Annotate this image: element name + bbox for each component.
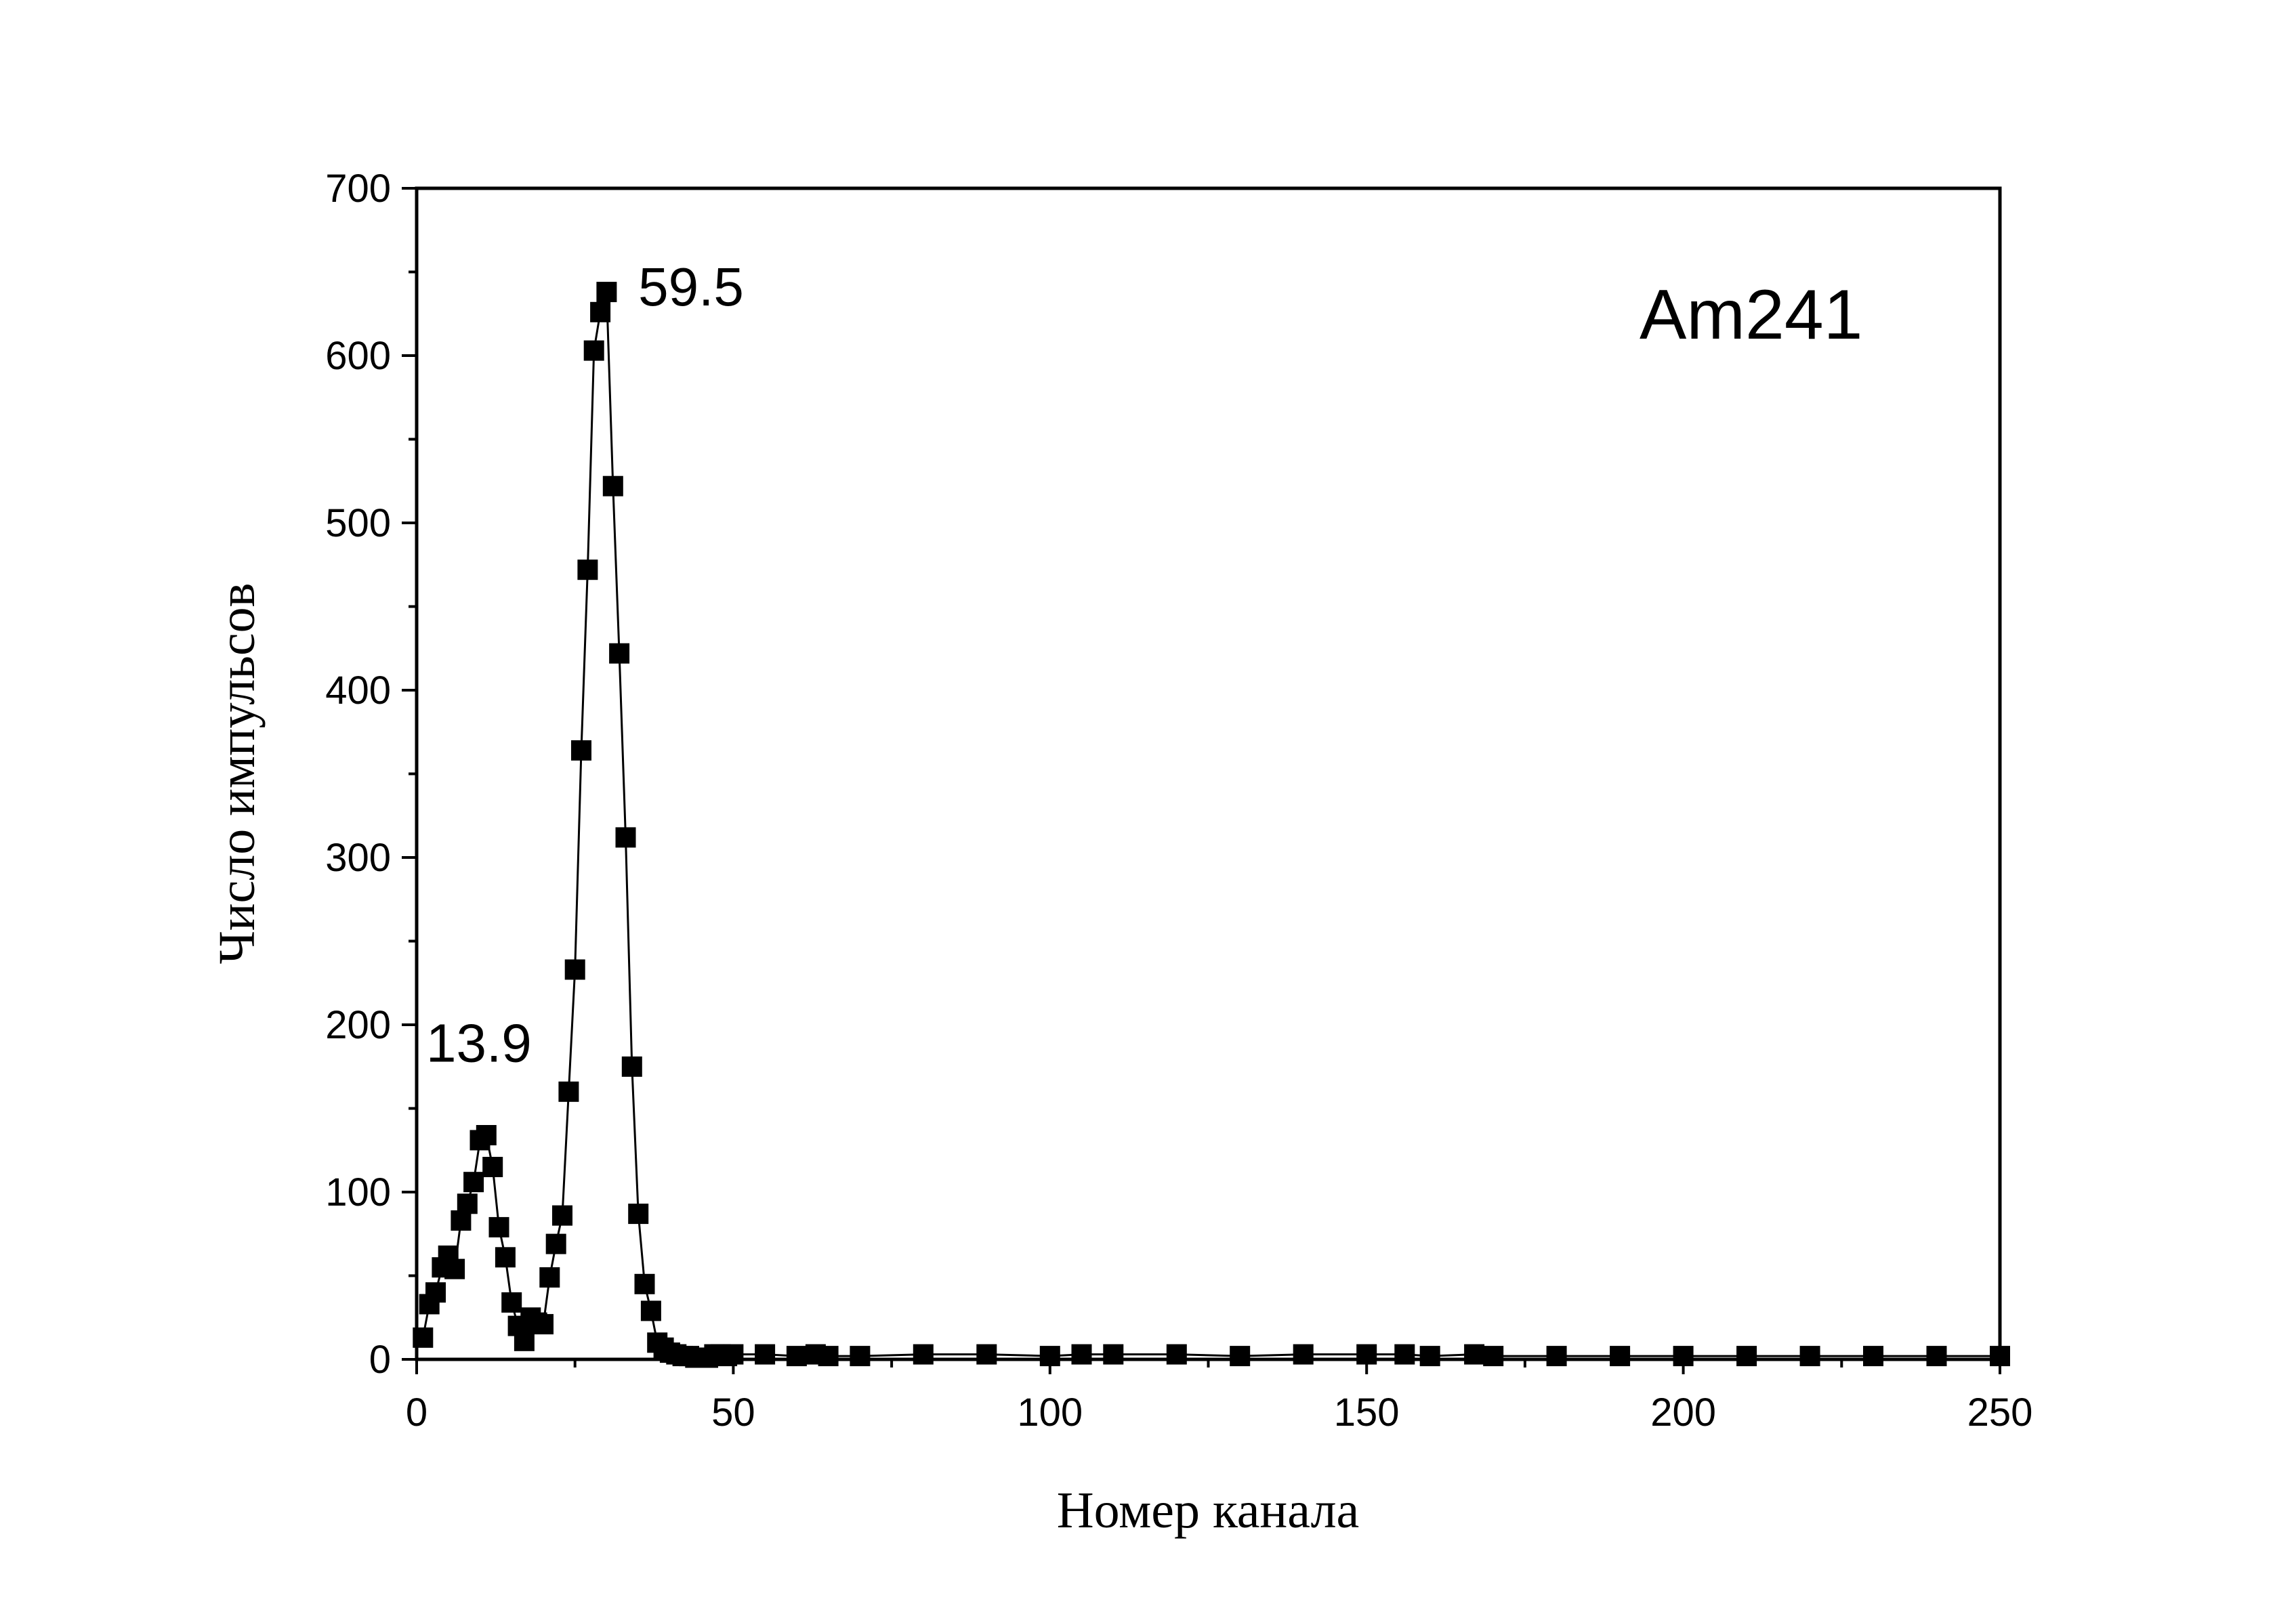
x-axis-title: Номер канала [1057, 1482, 1360, 1539]
y-tick-label: 200 [325, 1003, 391, 1047]
data-point [634, 1273, 655, 1294]
data-point [976, 1344, 997, 1365]
data-point [590, 301, 611, 322]
data-point [1799, 1346, 1820, 1367]
data-point [640, 1300, 661, 1321]
data-point [583, 340, 604, 361]
data-point [621, 1056, 642, 1077]
data-point [533, 1314, 554, 1335]
data-point [1464, 1344, 1485, 1365]
data-point [1610, 1346, 1631, 1367]
y-tick-label: 100 [325, 1170, 391, 1214]
x-tick-label: 100 [1017, 1391, 1083, 1435]
x-tick-label: 50 [711, 1391, 755, 1435]
data-point [628, 1204, 649, 1225]
data-point [755, 1344, 776, 1365]
data-point [1394, 1344, 1415, 1365]
data-point [1863, 1346, 1883, 1367]
y-tick-label: 700 [325, 167, 391, 211]
data-point [1483, 1346, 1504, 1367]
y-tick-label: 0 [369, 1338, 391, 1382]
inset-label: Am241 [1640, 276, 1863, 354]
ticks [402, 187, 2001, 1374]
data-point [1546, 1346, 1567, 1367]
tick-labels: 0 50 100 150 200 250 0 100 200 300 400 500 600 700 [325, 167, 2032, 1435]
y-tick-label: 400 [325, 669, 391, 713]
x-tick-label: 250 [1967, 1391, 2033, 1435]
x-tick-label: 0 [406, 1391, 427, 1435]
data-point [818, 1346, 839, 1367]
data-point [1230, 1346, 1251, 1367]
y-tick-label: 600 [325, 334, 391, 378]
x-tick-label: 200 [1650, 1391, 1716, 1435]
data-point [850, 1346, 871, 1367]
data-point [488, 1216, 509, 1237]
y-tick-label: 300 [325, 836, 391, 880]
data-point [545, 1233, 566, 1254]
data-point [558, 1081, 579, 1102]
data-points [413, 282, 2010, 1368]
data-point [1103, 1344, 1124, 1365]
data-point [495, 1247, 516, 1268]
data-point [913, 1344, 934, 1365]
data-point [413, 1327, 434, 1348]
data-point [482, 1157, 503, 1177]
data-point [1039, 1346, 1060, 1367]
data-point [564, 959, 585, 980]
data-point [539, 1267, 560, 1288]
data-point [457, 1193, 478, 1214]
plot-frame [415, 186, 2002, 1361]
data-point [463, 1172, 484, 1193]
data-point [1673, 1346, 1694, 1367]
data-point [571, 740, 591, 761]
annotations: 59.5 13.9 [426, 257, 744, 1073]
data-point [609, 643, 630, 664]
y-tick-label: 500 [325, 501, 391, 545]
data-point [577, 559, 598, 580]
data-point [1071, 1344, 1092, 1365]
data-point [1356, 1344, 1377, 1365]
data-point [514, 1330, 535, 1351]
data-point [552, 1205, 572, 1226]
data-point [596, 282, 617, 303]
data-point [723, 1344, 744, 1365]
data-point [1990, 1346, 2010, 1367]
peak-annotation: 13.9 [426, 1013, 532, 1073]
x-tick-label: 150 [1334, 1391, 1400, 1435]
data-point [501, 1292, 522, 1313]
data-point [786, 1346, 807, 1367]
data-point [1419, 1346, 1440, 1367]
data-point [425, 1282, 446, 1303]
peak-annotation: 59.5 [638, 257, 744, 317]
data-point [1166, 1344, 1187, 1365]
data-point [602, 475, 623, 496]
data-point [1293, 1344, 1314, 1365]
data-point [1736, 1346, 1757, 1367]
data-point [444, 1258, 465, 1279]
series-line [421, 291, 2000, 1359]
data-point [476, 1125, 497, 1145]
y-axis-title: Число импульсов [209, 582, 266, 964]
data-point [615, 827, 636, 848]
data-point [1926, 1346, 1947, 1367]
